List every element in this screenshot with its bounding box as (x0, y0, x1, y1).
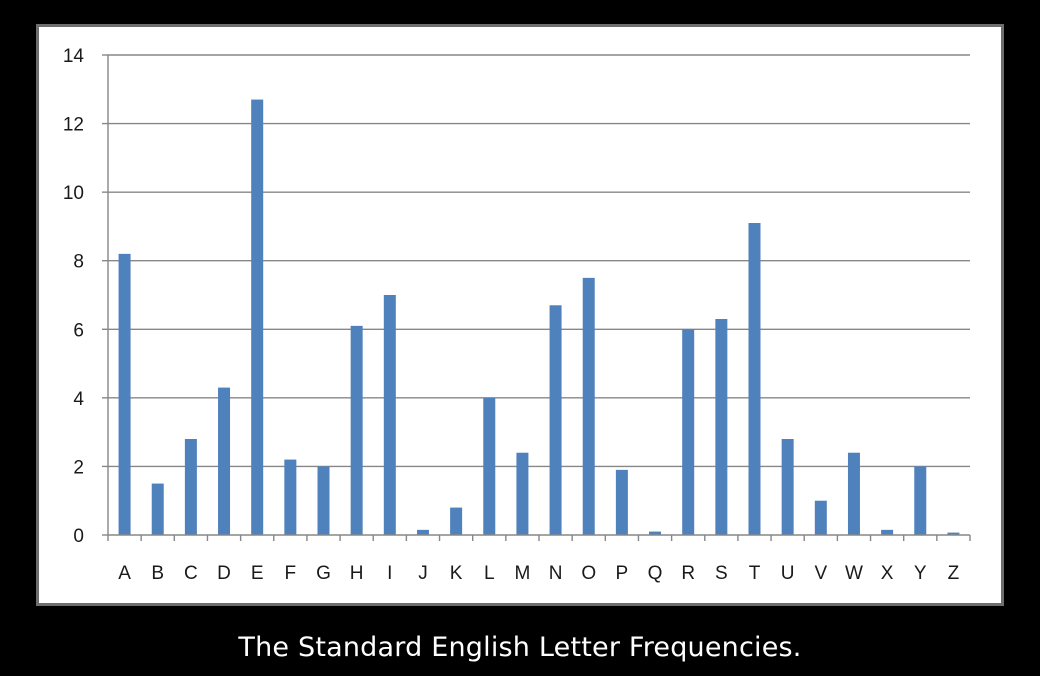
bar-i (383, 295, 396, 535)
bar-b (151, 483, 164, 535)
x-tick-label: L (484, 563, 495, 584)
x-tick-label: R (681, 563, 695, 584)
bar-p (615, 469, 628, 535)
bar-q (649, 531, 662, 535)
x-tick-label: C (184, 563, 198, 584)
bar-k (450, 507, 463, 535)
axes (102, 54, 971, 541)
x-tick-label: Q (648, 563, 663, 584)
bar-t (748, 223, 761, 535)
bar-j (416, 529, 429, 535)
bar-y (914, 466, 927, 535)
x-tick-label: Z (948, 563, 960, 584)
y-tick-label: 10 (63, 183, 84, 204)
bar-x (881, 529, 894, 535)
gridlines (108, 54, 970, 468)
x-tick-label: U (781, 563, 795, 584)
bar-l (483, 397, 496, 535)
x-tick-label: I (387, 563, 392, 584)
bar-c (184, 439, 197, 535)
bar-h (350, 325, 363, 535)
x-tick-label: G (316, 563, 331, 584)
bar-z (947, 532, 960, 535)
bars (118, 99, 960, 536)
bar-v (814, 500, 827, 535)
bar-g (317, 466, 330, 535)
x-tick-label: T (749, 563, 761, 584)
x-tick-label: Y (914, 563, 927, 584)
bar-a (118, 253, 131, 535)
bar-m (516, 452, 529, 535)
x-tick-label: M (515, 563, 531, 584)
bar-w (847, 452, 860, 535)
y-tick-label: 2 (73, 457, 84, 478)
x-tick-label: H (350, 563, 364, 584)
x-tick-label: W (845, 563, 863, 584)
y-tick-label: 6 (73, 320, 84, 341)
x-tick-label: B (151, 563, 164, 584)
y-tick-labels: 0 2 4 6 8 10 12 14 (63, 46, 85, 547)
bar-u (781, 439, 794, 535)
y-tick-label: 14 (63, 46, 85, 67)
x-tick-label: D (217, 563, 231, 584)
x-tick-label: O (581, 563, 596, 584)
bar-s (715, 319, 728, 535)
bar-o (582, 277, 595, 535)
y-tick-label: 8 (73, 252, 84, 273)
bar-f (284, 459, 297, 535)
y-tick-label: 4 (73, 389, 84, 410)
y-tick-label: 12 (63, 115, 84, 136)
x-tick-label: F (285, 563, 297, 584)
x-tick-label: E (251, 563, 264, 584)
chart-caption: The Standard English Letter Frequencies. (238, 632, 802, 663)
bar-e (251, 99, 264, 536)
x-tick-label: V (814, 563, 827, 584)
x-tick-label: P (616, 563, 629, 584)
x-tick-label: X (881, 563, 894, 584)
x-tick-label: J (418, 563, 428, 584)
bar-r (682, 329, 695, 535)
x-tick-label: N (549, 563, 563, 584)
y-tick-label: 0 (73, 526, 84, 547)
x-tick-label: S (715, 563, 728, 584)
bar-n (549, 305, 562, 535)
x-tick-label: K (450, 563, 463, 584)
bar-d (218, 387, 231, 535)
x-tick-label: A (118, 563, 131, 584)
